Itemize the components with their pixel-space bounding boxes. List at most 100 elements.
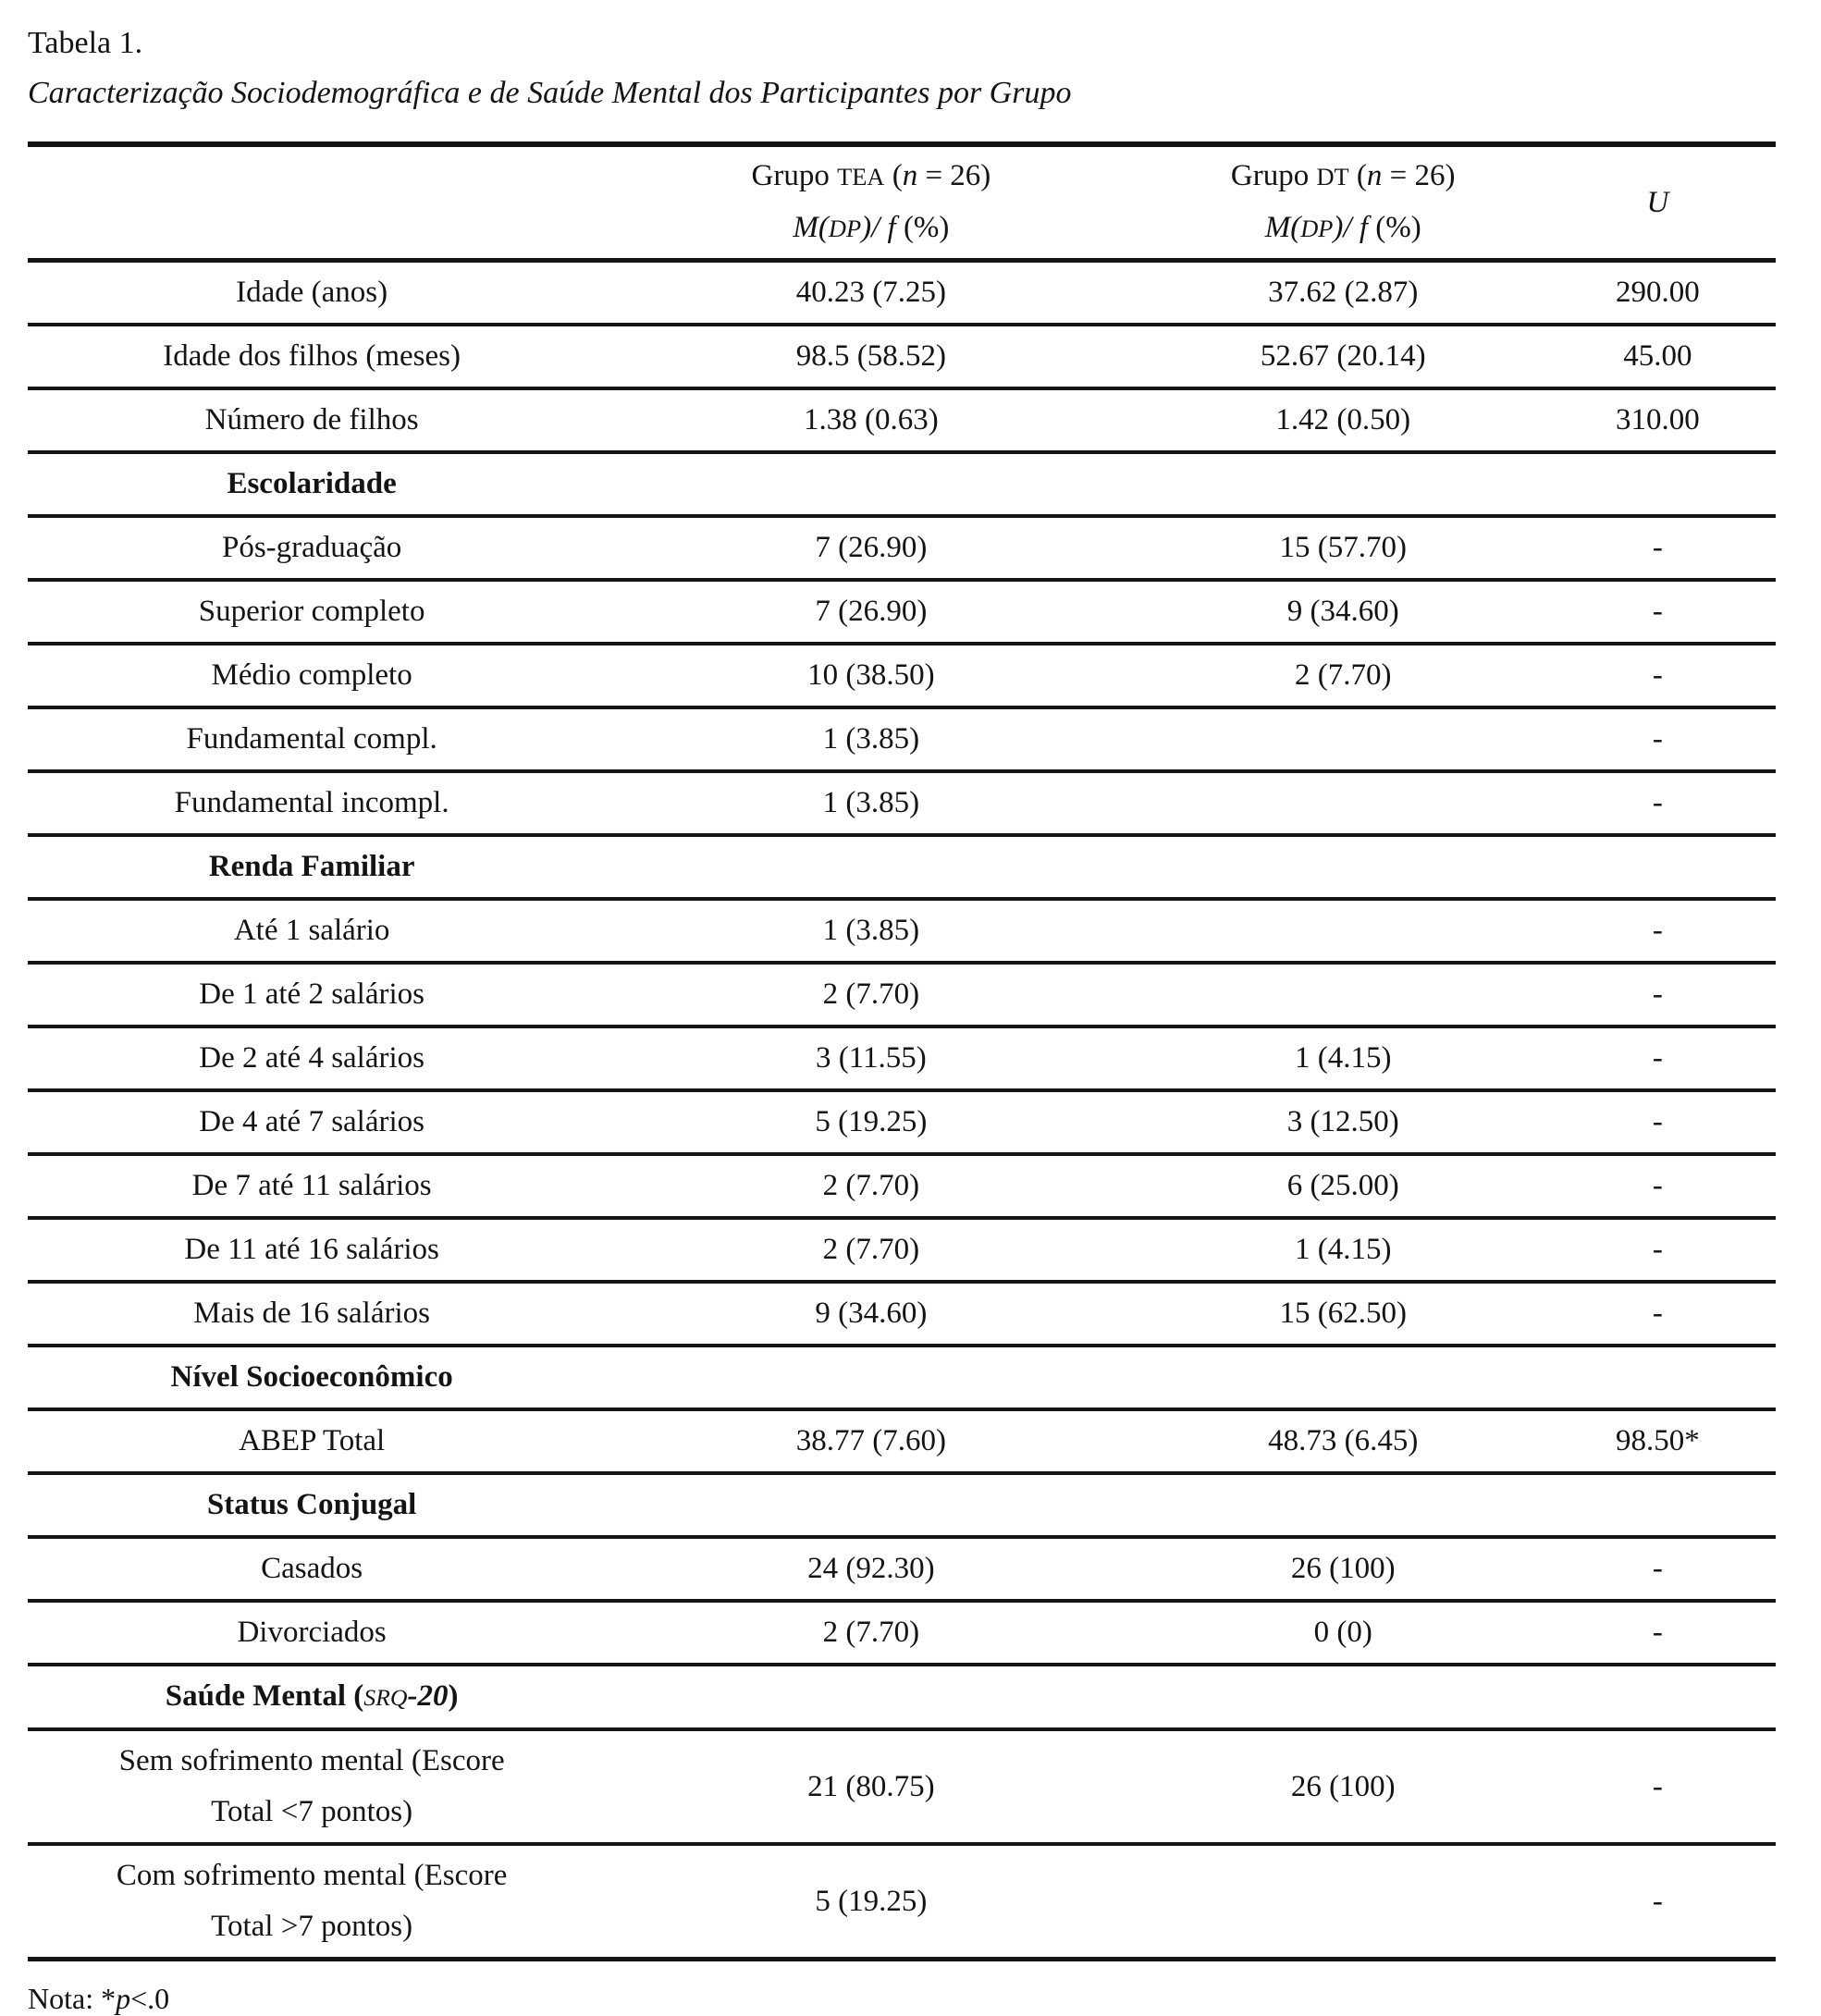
cell-group-dt: 0 (0) (1146, 1601, 1540, 1666)
row-label: Escolaridade (28, 452, 597, 518)
cell-group-tea: 7 (26.90) (596, 516, 1147, 582)
table-row: De 1 até 2 salários 2 (7.70) - (28, 963, 1776, 1028)
cell-group-dt: 15 (57.70) (1146, 516, 1540, 582)
cell-group-tea: 7 (26.90) (596, 580, 1147, 645)
cell-group-tea: 1 (3.85) (596, 899, 1147, 965)
cell-u-statistic: 98.50* (1539, 1409, 1776, 1475)
table-row: Casados 24 (92.30) 26 (100) - (28, 1537, 1776, 1603)
table-row: Superior completo 7 (26.90) 9 (34.60) - (28, 580, 1776, 645)
table-row: Pós-graduação 7 (26.90) 15 (57.70) - (28, 516, 1776, 582)
row-label: Fundamental compl. (28, 707, 597, 773)
cell-group-tea: 21 (80.75) (596, 1729, 1147, 1846)
row-label: Divorciados (28, 1601, 597, 1666)
cell-group-tea: 5 (19.25) (815, 1884, 928, 1918)
cell-group-dt (1146, 963, 1540, 1028)
row-label: Fundamental incompl. (28, 771, 597, 837)
row-label: De 7 até 11 salários (28, 1154, 597, 1220)
row-label: De 2 até 4 salários (28, 1026, 597, 1092)
table-row: ABEP Total 38.77 (7.60) 48.73 (6.45) 98.50* (28, 1409, 1776, 1475)
header-group-dt-line2: M(DP)/ f (%) (1264, 211, 1421, 244)
table-row: Fundamental incompl. 1 (3.85) - (28, 771, 1776, 837)
row-label: Superior completo (28, 580, 597, 645)
table-row: De 4 até 7 salários 5 (19.25) 3 (12.50) - (28, 1090, 1776, 1156)
cell-group-dt: 26 (100) (1146, 1729, 1540, 1846)
cell-u-statistic: - (1539, 1282, 1776, 1347)
cell-group-tea: 2 (7.70) (596, 963, 1147, 1028)
table-number-title: Tabela 1. (28, 26, 143, 60)
cell-u-statistic: - (1539, 1090, 1776, 1156)
table-row: Mais de 16 salários 9 (34.60) 15 (62.50) - (28, 1282, 1776, 1347)
cell-group-tea (596, 835, 1147, 901)
cell-u-statistic (1539, 452, 1776, 518)
table-row: Com sofrimento mental (Escore Total >7 po… (28, 1844, 1776, 1960)
cell-u-statistic: - (1539, 1026, 1776, 1092)
cell-u-statistic: - (1652, 1884, 1663, 1918)
cell-group-tea: 9 (34.60) (596, 1282, 1147, 1347)
section-row: Escolaridade (28, 452, 1776, 518)
cell-u-statistic: - (1539, 1218, 1776, 1284)
cell-group-dt: 26 (100) (1146, 1537, 1540, 1603)
cell-group-dt: 9 (34.60) (1146, 580, 1540, 645)
cell-group-tea: 40.23 (7.25) (596, 260, 1147, 326)
cell-group-tea: 10 (38.50) (596, 644, 1147, 709)
header-group-tea-line2: M(DP)/ f (%) (793, 211, 950, 244)
cell-u-statistic: - (1539, 1154, 1776, 1220)
cell-u-statistic: - (1539, 899, 1776, 965)
cell-u-statistic: - (1539, 1601, 1776, 1666)
cell-group-dt: 2 (7.70) (1146, 644, 1540, 709)
cell-group-dt (1146, 1665, 1540, 1731)
cell-u-statistic: 45.00 (1539, 325, 1776, 390)
cell-group-tea: 3 (11.55) (596, 1026, 1147, 1092)
cell-group-dt (1146, 452, 1540, 518)
table-row: De 7 até 11 salários 2 (7.70) 6 (25.00) - (28, 1154, 1776, 1220)
row-label: De 11 até 16 salários (28, 1218, 597, 1284)
cell-group-dt: 48.73 (6.45) (1146, 1409, 1540, 1475)
table-caption: Caracterização Sociodemográfica e de Saú… (28, 76, 1072, 110)
table-row: Divorciados 2 (7.70) 0 (0) - (28, 1601, 1776, 1666)
table-row: Até 1 salário 1 (3.85) - (28, 899, 1776, 965)
cell-group-tea: 5 (19.25) (596, 1090, 1147, 1156)
section-row: Renda Familiar (28, 835, 1776, 901)
cell-group-tea: 2 (7.70) (596, 1601, 1147, 1666)
cell-group-dt (1146, 707, 1540, 773)
cell-group-dt (1146, 899, 1540, 965)
header-group-dt: Grupo DT (n = 26) M(DP)/ f (%) (1146, 144, 1540, 263)
row-label: Pós-graduação (28, 516, 597, 582)
cell-group-dt (1146, 1473, 1540, 1539)
cell-u-statistic: - (1539, 1537, 1776, 1603)
cell-group-dt: 37.62 (2.87) (1146, 260, 1540, 326)
cell-u-statistic: - (1539, 516, 1776, 582)
cell-group-tea: 38.77 (7.60) (596, 1409, 1147, 1475)
row-label: Status Conjugal (28, 1473, 597, 1539)
cell-group-dt (1147, 1844, 1540, 1960)
cell-u-statistic: - (1539, 1729, 1776, 1846)
header-label-empty (28, 144, 597, 263)
cell-group-tea: 1.38 (0.63) (596, 388, 1147, 454)
cell-group-tea (596, 1665, 1147, 1731)
row-label: Número de filhos (28, 388, 597, 454)
cell-group-tea (596, 452, 1147, 518)
cell-u-statistic: - (1539, 707, 1776, 773)
cell-u-statistic (1539, 835, 1776, 901)
cell-u-statistic: 310.00 (1539, 388, 1776, 454)
cell-group-tea: 2 (7.70) (596, 1218, 1147, 1284)
row-label: De 1 até 2 salários (28, 963, 597, 1028)
row-label: Com sofrimento mental (Escore Total >7 po… (116, 1859, 508, 1943)
table-row: Sem sofrimento mental (Escore Total <7 po… (28, 1729, 1776, 1846)
header-group-tea-line1: Grupo TEA (n = 26) (751, 159, 991, 192)
table-row: Idade (anos) 40.23 (7.25) 37.62 (2.87) 290.… (28, 260, 1776, 326)
cell-group-dt: 1 (4.15) (1146, 1218, 1540, 1284)
row-label: Mais de 16 salários (28, 1282, 597, 1347)
header-row: Grupo TEA (n = 26) M(DP)/ f (%) Grupo DT… (28, 144, 1776, 263)
row-label: Idade dos filhos (meses) (28, 325, 597, 390)
cell-group-dt: 6 (25.00) (1146, 1154, 1540, 1220)
row-label: Sem sofrimento mental (Escore Total <7 po… (28, 1729, 597, 1846)
cell-u-statistic (1539, 1346, 1776, 1411)
table-note: Nota: *p<.0 (28, 1982, 170, 2015)
cell-u-statistic: 290.00 (1539, 260, 1776, 326)
header-group-tea: Grupo TEA (n = 26) M(DP)/ f (%) (596, 144, 1147, 263)
cell-u-statistic: - (1539, 771, 1776, 837)
table-row: Idade dos filhos (meses) 98.5 (58.52) 52.6… (28, 325, 1776, 390)
cell-group-dt: 3 (12.50) (1146, 1090, 1540, 1156)
